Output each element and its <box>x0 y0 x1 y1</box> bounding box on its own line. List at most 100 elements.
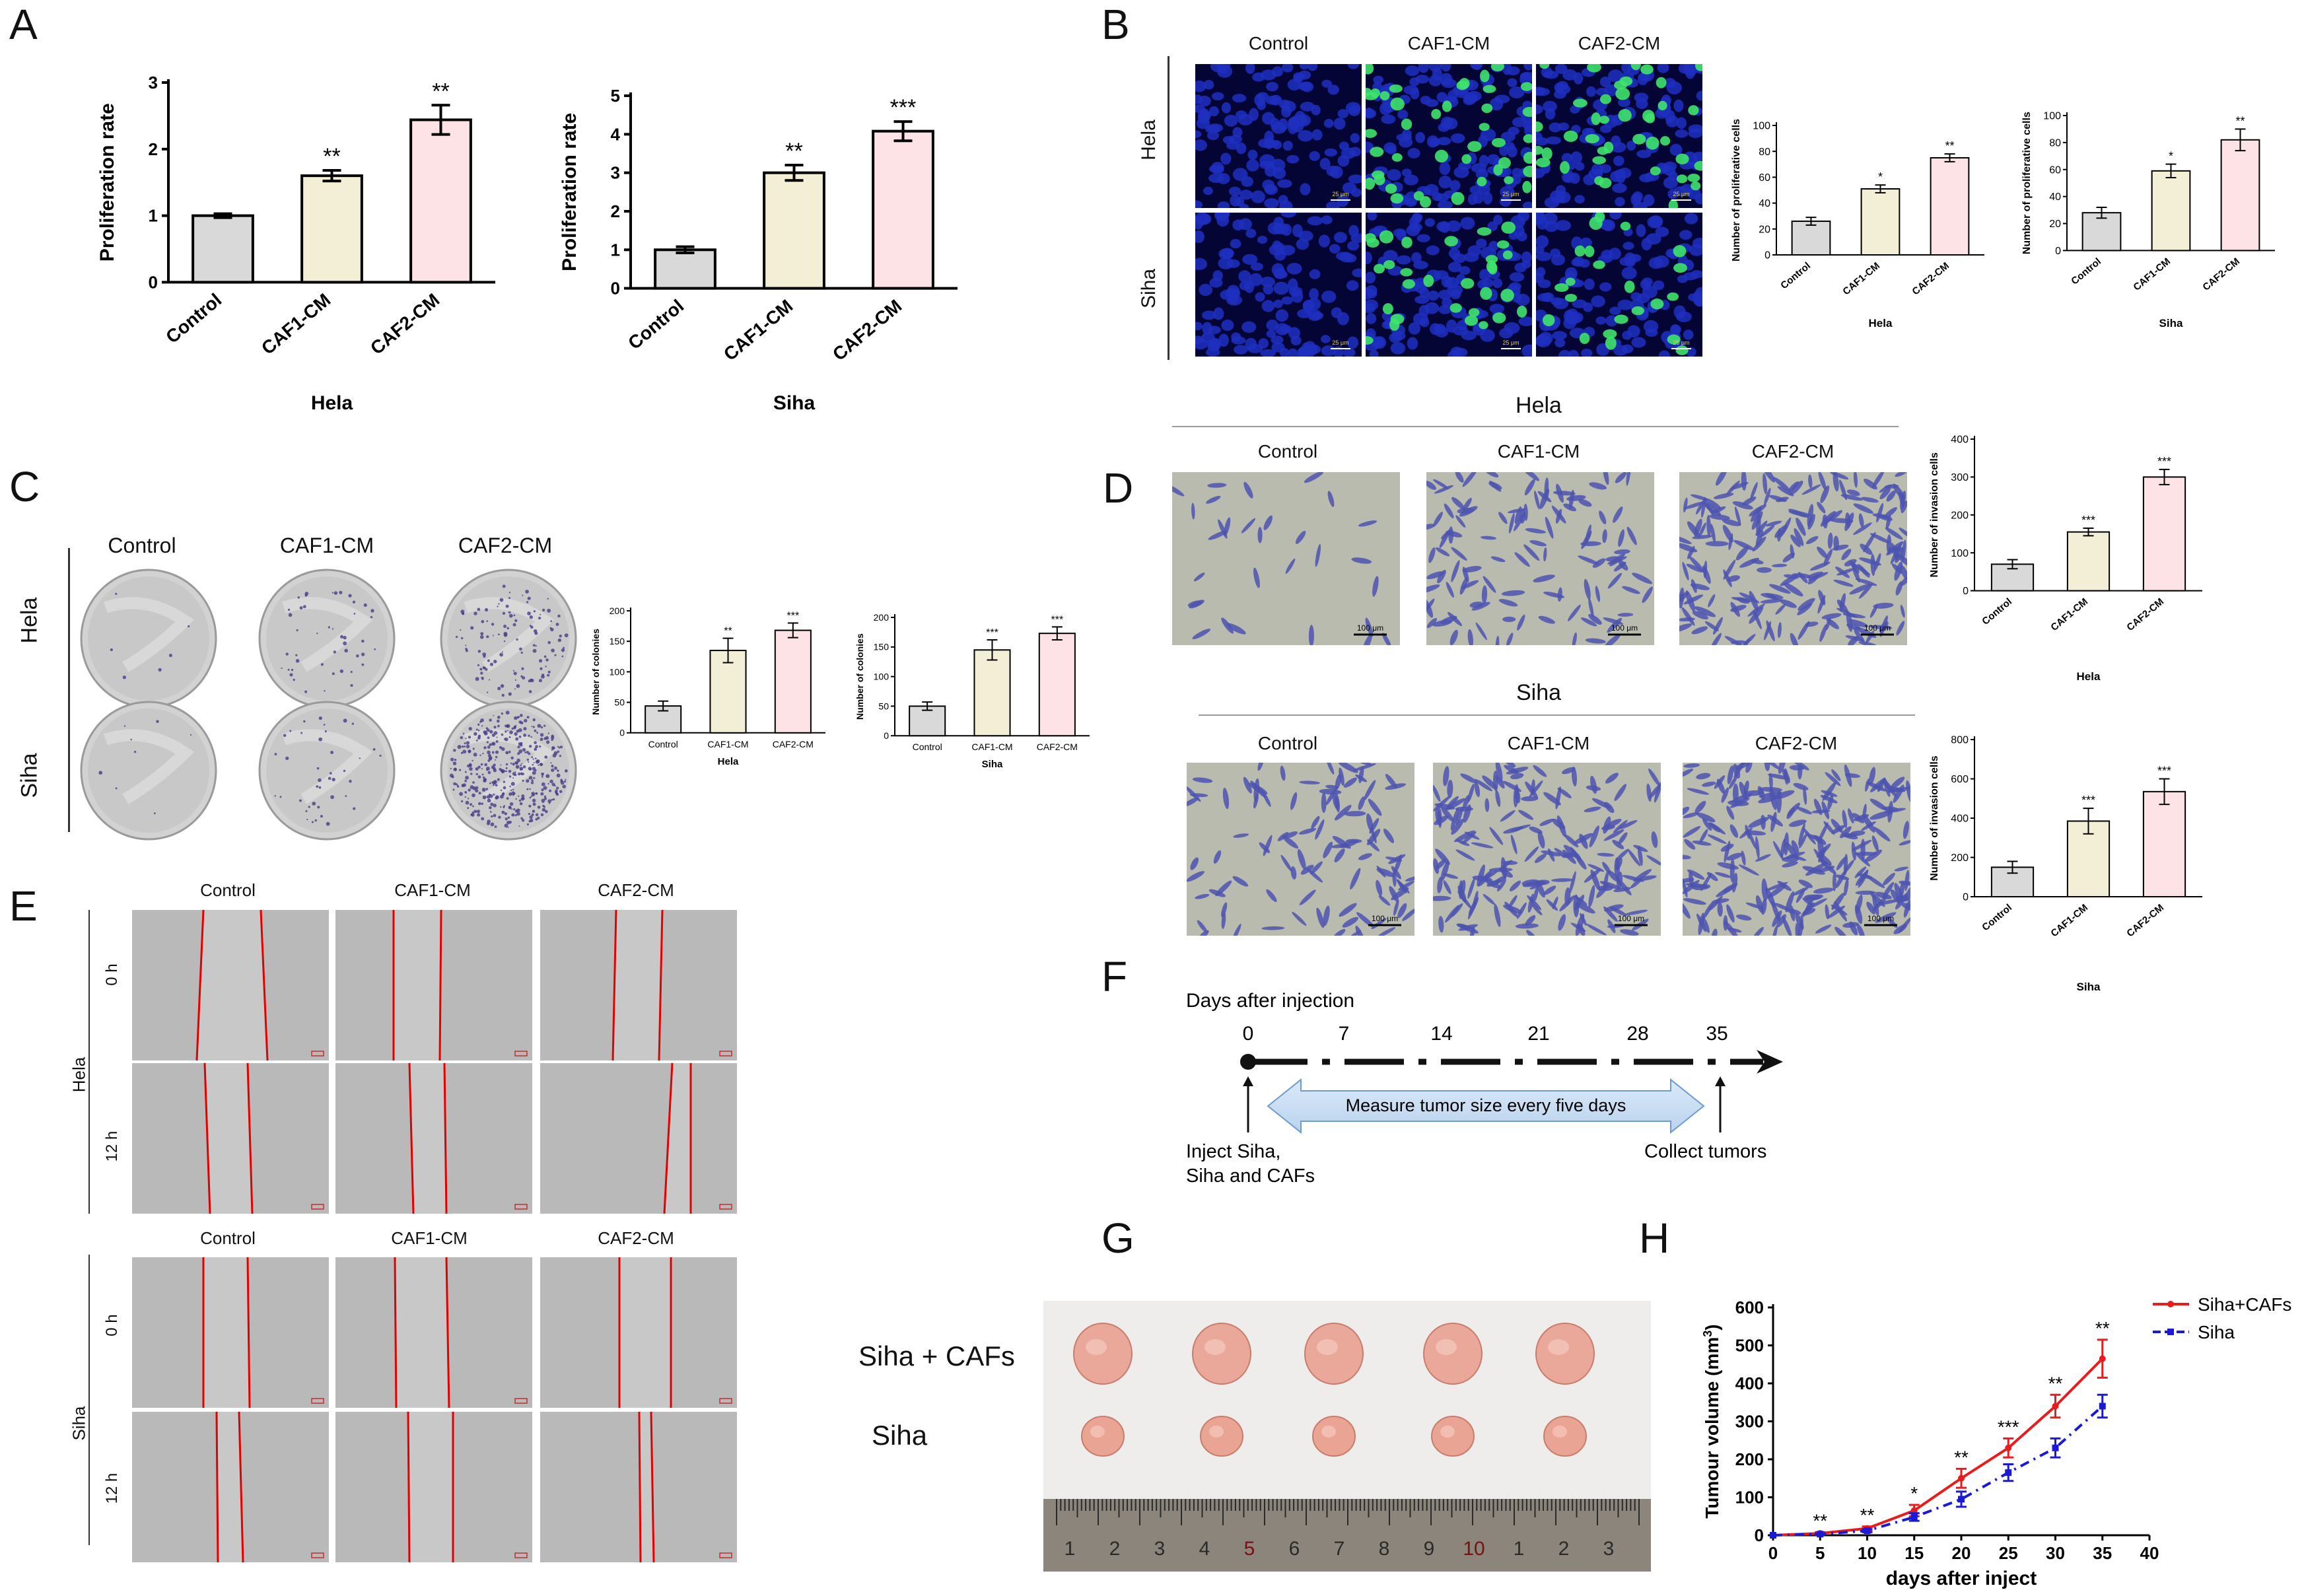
x-tick-label: Control <box>624 295 687 353</box>
d-siha-col-caf1: CAF1-CM <box>1507 733 1590 753</box>
y-tick-label: 300 <box>1951 472 1969 483</box>
significance-label: *** <box>2157 765 2171 778</box>
scale-bar-label: 25 μm <box>1673 191 1689 197</box>
timeline-day: 35 <box>1706 1023 1728 1045</box>
e-hela-col-caf2: CAF2-CM <box>598 880 674 900</box>
tumor-siha <box>1200 1416 1243 1457</box>
b-col-control: Control <box>1248 33 1309 53</box>
ruler-number: 6 <box>1289 1538 1300 1560</box>
invasion-image: 100 μm <box>1683 763 1910 936</box>
y-axis-label: Number of invasion cells <box>1929 755 1940 880</box>
x-tick-label: 40 <box>2140 1543 2159 1563</box>
c-divider <box>68 548 70 832</box>
scale-bar-label: 100 μm <box>1357 623 1383 633</box>
y-tick-label: 0 <box>1755 1525 1764 1545</box>
c-row-siha: Siha <box>17 753 42 798</box>
y-tick-label: 100 <box>1753 121 1770 132</box>
timeline-day: 21 <box>1527 1023 1549 1045</box>
scale-bar-label: 100 μm <box>1868 914 1894 923</box>
e-hela-col-control: Control <box>200 880 256 900</box>
ruler-number: 9 <box>1424 1538 1435 1560</box>
y-tick-label: 100 <box>2043 111 2061 122</box>
tumor-siha-cafs <box>1304 1323 1364 1385</box>
bar <box>909 705 946 737</box>
scratch-image <box>540 1412 737 1562</box>
scale-bar-label: 25 μm <box>1332 339 1348 346</box>
measure-arrow <box>1267 1078 1705 1134</box>
tumor-siha <box>1431 1416 1475 1457</box>
invasion-image: 100 μm <box>1679 472 1907 645</box>
bar <box>2142 476 2186 592</box>
d-siha-rule <box>1199 714 1915 716</box>
y-tick-label: 0 <box>1963 586 1969 597</box>
x-axis-label: Hela <box>2077 670 2101 683</box>
x-tick-label: 0 <box>1768 1543 1778 1563</box>
fluorescence-image: 25 μm <box>1366 213 1532 357</box>
y-tick-label: 5 <box>611 86 620 106</box>
y-tick-label: 0 <box>619 728 625 738</box>
fluorescence-image: 25 μm <box>1195 213 1362 357</box>
scratch-image <box>132 1412 329 1562</box>
d-siha-title: Siha <box>1516 680 1562 705</box>
x-tick-label: CAF2-CM <box>1910 260 1951 297</box>
e-siha-col-control: Control <box>200 1228 256 1248</box>
panel-label-f: F <box>1101 953 1128 1000</box>
tumor-siha-cafs <box>1535 1323 1595 1385</box>
significance-label: ** <box>2048 1373 2063 1393</box>
data-point <box>1958 1475 1965 1482</box>
colony-dish <box>258 701 396 841</box>
x-tick-label: CAF1-CM <box>707 739 748 749</box>
x-axis-label: Siha <box>2077 981 2101 993</box>
x-tick-label: 15 <box>1904 1543 1924 1563</box>
colony-dish <box>440 701 577 841</box>
inject-text-1: Inject Siha, <box>1186 1141 1280 1162</box>
bar <box>1930 157 1970 256</box>
timeline-diagram: Days after injection 0 7 14 21 28 35 Mea… <box>1186 990 1783 1187</box>
panel-label-h: H <box>1639 1214 1670 1262</box>
x-tick-label: CAF2-CM <box>2200 256 2242 293</box>
data-point <box>2099 1355 2106 1362</box>
y-tick-label: 500 <box>1735 1336 1764 1356</box>
bar <box>1791 221 1831 256</box>
bar <box>654 248 716 290</box>
e-hela-0h: 0 h <box>103 963 121 986</box>
x-tick-label: Control <box>1778 260 1813 291</box>
y-tick-label: 0 <box>1764 250 1770 261</box>
x-tick-label: CAF2-CM <box>829 295 905 364</box>
y-tick-label: 200 <box>874 612 890 623</box>
y-tick-label: 0 <box>1963 892 1969 903</box>
e-row-siha: Siha <box>69 1406 89 1441</box>
chart-d-hela: 0 100 200 300 400 Number of invasion cells Con… <box>1929 434 2202 683</box>
legend-label: Siha+CAFs <box>2198 1294 2291 1315</box>
c-col-caf2: CAF2-CM <box>458 534 553 557</box>
ruler-number: 10 <box>1463 1538 1484 1560</box>
data-point <box>2052 1444 2059 1451</box>
y-tick-label: 50 <box>614 697 625 708</box>
significance-label: *** <box>2081 514 2095 527</box>
bar <box>2142 790 2186 898</box>
inject-text-2: Siha and CAFs <box>1186 1165 1315 1187</box>
scratch-image <box>335 910 532 1060</box>
colony-dish <box>80 701 217 841</box>
e-siha-0h: 0 h <box>103 1314 121 1336</box>
tumor-siha-cafs <box>1073 1323 1133 1385</box>
x-tick-label: CAF2-CM <box>2124 902 2166 939</box>
scratch-image <box>132 1063 329 1214</box>
ruler-number: 2 <box>1109 1538 1121 1560</box>
ruler-number: 1 <box>1065 1538 1076 1560</box>
ruler-number: 3 <box>1154 1538 1166 1560</box>
d-hela-col-caf2: CAF2-CM <box>1751 441 1834 462</box>
y-axis-label: Number of proliferative cells <box>1731 119 1742 261</box>
y-tick-label: 80 <box>2049 137 2061 149</box>
tumor-siha <box>1543 1416 1587 1457</box>
x-tick-label: 25 <box>1999 1543 2018 1563</box>
scale-bar-label: 25 μm <box>1673 339 1689 346</box>
x-tick-label: CAF2-CM <box>1037 742 1078 752</box>
bar <box>2151 170 2191 252</box>
scratch-image <box>335 1257 532 1408</box>
bar <box>2066 531 2111 592</box>
y-tick-label: 200 <box>610 606 625 616</box>
b-col-caf1: CAF1-CM <box>1407 33 1490 53</box>
y-tick-label: 300 <box>1735 1412 1764 1432</box>
x-tick-label: CAF1-CM <box>1840 260 1882 297</box>
